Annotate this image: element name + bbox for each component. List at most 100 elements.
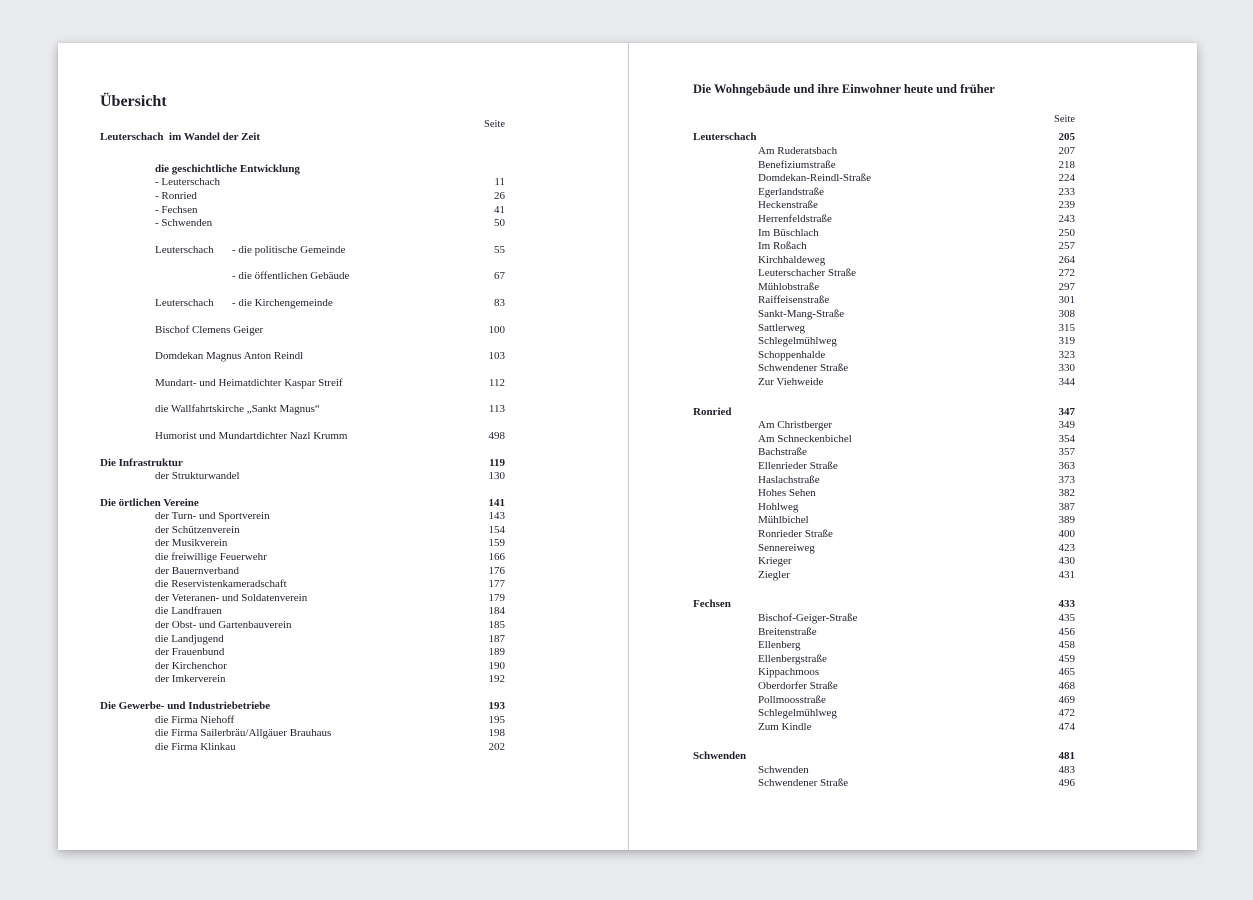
entry-page-number: 323: [1058, 348, 1076, 361]
entry-label: Herrenfeldstraße: [758, 212, 832, 225]
entry-label: Pollmoosstraße: [758, 693, 826, 706]
entry-sublabel: - die öffentlichen Gebäude: [232, 270, 350, 283]
entry-page-number: 264: [1058, 253, 1076, 266]
entry-page-number: 349: [1058, 419, 1076, 432]
entry-page-number: 41: [494, 203, 505, 216]
toc-entry: Schlegelmühlweg 319: [693, 335, 1075, 349]
entry-label: Schlegelmühlweg: [758, 707, 837, 720]
entry-label: Die Gewerbe- und Industriebetriebe: [100, 700, 271, 712]
toc-block: - die öffentlichen Gebäude 67: [100, 270, 505, 284]
entry-label: Oberdorfer Straße: [758, 679, 838, 692]
entry-page-number: 319: [1058, 335, 1076, 348]
entry-page-number: 483: [1058, 763, 1076, 776]
entry-page-number: 458: [1058, 639, 1076, 652]
entry-label: Mühlobstraße: [758, 280, 820, 293]
toc-entry: die geschichtliche Entwicklung: [100, 163, 505, 177]
toc-entry: Bischof Clemens Geiger 100: [100, 324, 505, 338]
toc-entry: Sankt-Mang-Straße 308: [693, 308, 1075, 322]
entry-label: Schoppenhalde: [758, 348, 826, 361]
toc-entry: Heckenstraße 239: [693, 199, 1075, 213]
entry-page-number: 430: [1058, 555, 1076, 568]
entry-label: Heckenstraße: [758, 199, 818, 212]
toc-entry: Ziegler 431: [693, 569, 1075, 583]
entry-page-number: 202: [488, 740, 506, 753]
entry-label: Krieger: [758, 555, 792, 568]
toc-entry: Sattlerweg 315: [693, 322, 1075, 336]
entry-page-number: 433: [1058, 598, 1076, 611]
toc-entry: Bachstraße 357: [693, 446, 1075, 460]
toc-entry: Schwenden 481: [693, 750, 1075, 764]
entry-page-number: 357: [1058, 446, 1076, 459]
entry-label: Die Infrastruktur: [100, 456, 183, 469]
entry-page-number: 198: [488, 727, 506, 740]
entry-label: Raiffeisenstraße: [758, 294, 830, 307]
entry-label: der Schützenverein: [155, 523, 240, 536]
entry-page-number: 119: [489, 456, 505, 469]
toc-entry: der Strukturwandel 130: [100, 470, 505, 484]
left-page: Übersicht Seite Leuterschach im Wandel d…: [58, 43, 628, 850]
toc-entry: Die örtlichen Vereine 141: [100, 497, 505, 511]
entry-page-number: 347: [1058, 405, 1076, 418]
entry-label: Benefiziumstraße: [758, 158, 836, 171]
entry-label: Leuterschach: [155, 243, 214, 256]
entry-page-number: 103: [488, 350, 506, 363]
entry-page-number: 373: [1058, 473, 1076, 486]
toc-block: die geschichtliche Entwicklung - Leutersc…: [100, 163, 505, 231]
entry-page-number: 177: [488, 578, 506, 591]
entry-label: Am Christberger: [758, 419, 833, 432]
entry-label: der Turn- und Sportverein: [155, 510, 270, 523]
entry-label: Leuterschach: [693, 131, 757, 144]
toc-entry: Mundart- und Heimatdichter Kaspar Streif…: [100, 377, 505, 391]
toc-entry: Krieger 430: [693, 555, 1075, 569]
toc-entry: Zur Viehweide 344: [693, 376, 1075, 390]
entry-page-number: 187: [488, 632, 506, 645]
entry-page-number: 272: [1058, 267, 1076, 280]
toc-entry: Leuterschach 205: [693, 131, 1075, 145]
entry-page-number: 301: [1058, 294, 1076, 307]
toc-entry: die Firma Niehoff 195: [100, 714, 505, 728]
entry-page-number: 250: [1058, 226, 1076, 239]
entry-page-number: 166: [488, 551, 506, 564]
entry-page-number: 184: [488, 605, 506, 618]
entry-label: Leuterschach: [155, 296, 214, 309]
seite-label: Seite: [1054, 113, 1075, 125]
street-group: Leuterschach 205 Am Ruderatsbach 207 Benefiz…: [693, 131, 1075, 389]
toc-entry: die Firma Klinkau 202: [100, 741, 505, 755]
toc-entry: der Imkerverein 192: [100, 673, 505, 687]
entry-label: der Obst- und Gartenbauverein: [155, 619, 292, 632]
entry-label: die geschichtliche Entwicklung: [155, 162, 300, 175]
seite-column-header-right: Seite: [693, 113, 1075, 127]
toc-entry: Herrenfeldstraße 243: [693, 213, 1075, 227]
toc-entry: Egerlandstraße 233: [693, 186, 1075, 200]
entry-label: - Ronried: [155, 189, 197, 202]
entry-page-number: 224: [1058, 172, 1076, 185]
entry-page-number: 308: [1058, 308, 1076, 321]
toc-entry: der Veteranen- und Soldatenverein 179: [100, 592, 505, 606]
entry-page-number: 205: [1058, 131, 1076, 144]
toc-entry: Mühlbichel 389: [693, 514, 1075, 528]
entry-page-number: 218: [1058, 158, 1076, 171]
toc-entry: Ronried 347: [693, 406, 1075, 420]
entry-label: die Firma Sailerbräu/Allgäuer Brauhaus: [155, 727, 332, 740]
toc-entry: Hohlweg 387: [693, 501, 1075, 515]
toc-entry: Leuterschach - die politische Gemeinde 55: [100, 244, 505, 258]
entry-page-number: 465: [1058, 666, 1076, 679]
entry-label: der Strukturwandel: [155, 470, 240, 483]
toc-entry: der Frauenbund 189: [100, 646, 505, 660]
entry-page-number: 481: [1058, 750, 1076, 763]
entry-label: Breitenstraße: [758, 625, 817, 638]
entry-label: - Schwenden: [155, 217, 213, 230]
toc-entry: Schwendener Straße 496: [693, 777, 1075, 791]
toc-entry: Schwendener Straße 330: [693, 362, 1075, 376]
entry-label: der Imkerverein: [155, 673, 226, 686]
entry-page-number: 112: [488, 376, 505, 389]
entry-label: Die örtlichen Vereine: [100, 496, 199, 509]
toc-block: Domdekan Magnus Anton Reindl 103: [100, 350, 505, 364]
entry-label: Mühlbichel: [758, 514, 809, 527]
overview-title: Übersicht: [100, 93, 167, 110]
chapter-title: Die Wohngebäude und ihre Einwohner heute…: [693, 82, 995, 96]
entry-label: Haslachstraße: [758, 473, 820, 486]
entry-label: Ziegler: [758, 568, 790, 581]
section-heading-label: Leuterschach im Wandel der Zeit: [100, 131, 261, 144]
street-group: Fechsen 433 Bischof-Geiger-Straße 435 Breite…: [693, 598, 1075, 734]
